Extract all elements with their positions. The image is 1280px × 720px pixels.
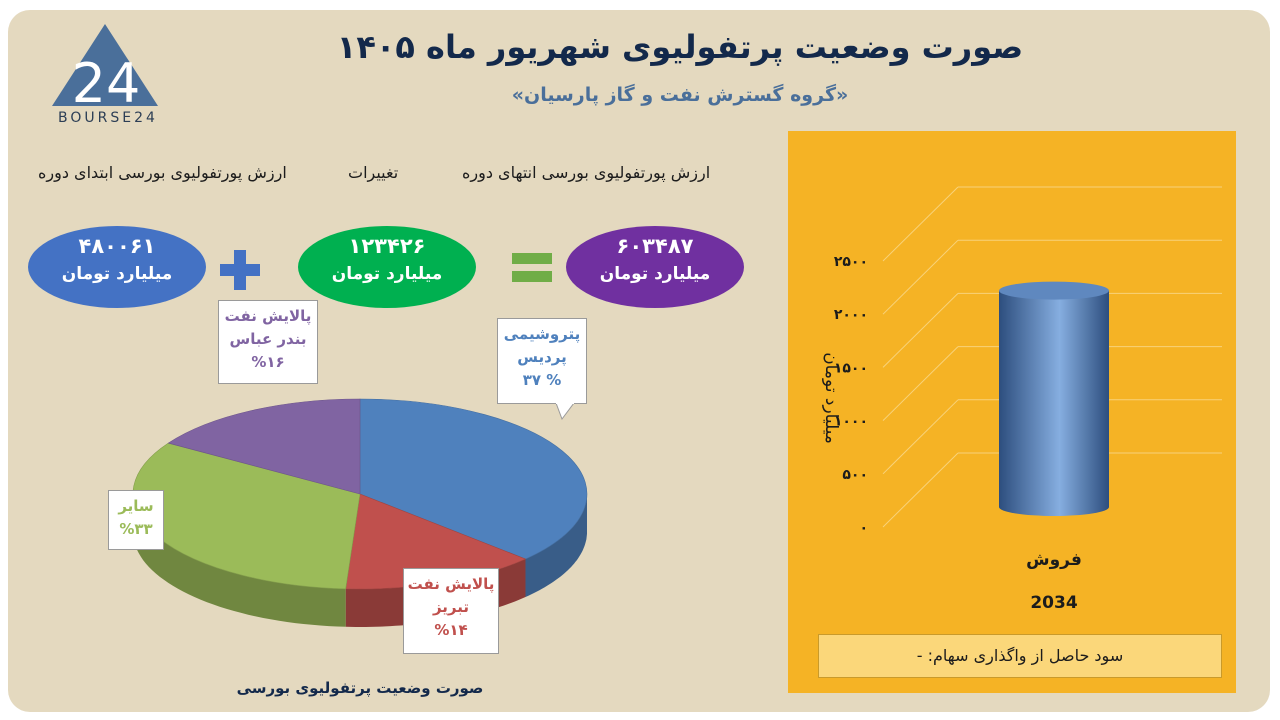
grid-line-diag-5: [882, 186, 959, 262]
page-subtitle: «گروه گسترش نفت و گاز پارسیان»: [511, 84, 849, 106]
y-axis-label: میلیارد تومان: [821, 352, 841, 444]
sales-bar-chart: ۰ ۵۰۰ ۱۰۰۰ ۱۵۰۰ ۲۰۰۰ ۲۵۰۰ میلیارد تومان فروش 203…: [821, 186, 1222, 613]
logo-triangle: [52, 24, 158, 106]
bar-value-label: 2034: [1030, 593, 1077, 613]
change-unit: میلیارد تومان: [331, 264, 443, 284]
x-category-label: فروش: [1026, 550, 1082, 570]
end-value: ۶۰۳۴۸۷: [616, 234, 694, 258]
change-value-oval: ۱۲۳۴۲۶ میلیارد تومان: [298, 226, 476, 308]
slice-label-bandar-abbas: پالایش نفت بندر عباس %۱۶: [218, 300, 318, 384]
logo-mark: 24: [72, 52, 141, 112]
end-unit: میلیارد تومان: [599, 264, 711, 284]
portfolio-pie-chart: [132, 398, 588, 627]
sales-bar: [999, 290, 1109, 516]
callout-pointer: [555, 403, 575, 421]
pie-chart-title: صورت وضعیت پرتفولیوی بورسی: [236, 679, 484, 697]
pie-slice-side-2: [133, 494, 346, 627]
pie-slice-3: [167, 398, 361, 495]
start-value: ۴۸۰۰۶۱: [78, 234, 156, 258]
slice-label-tabriz: پالایش نفت تبریز %۱۴: [403, 568, 499, 654]
start-value-label: ارزش پورتفولیوی بورسی ابتدای دوره: [38, 163, 287, 182]
change-value: ۱۲۳۴۲۶: [348, 234, 426, 258]
end-value-oval: ۶۰۳۴۸۷ میلیارد تومان: [566, 226, 744, 308]
sales-bar-top: [999, 281, 1109, 300]
grid-line-diag-1: [882, 399, 959, 475]
y-tick-label-1: ۵۰۰: [842, 467, 868, 483]
page-title: صورت وضعیت پرتفولیوی شهریور ماه ۱۴۰۵: [336, 28, 1024, 66]
grid-line-diag-4: [882, 239, 959, 315]
grid-line-diag-2: [882, 346, 959, 421]
start-value-oval: ۴۸۰۰۶۱ میلیارد تومان: [28, 226, 206, 308]
slice-label-petrochemical: پتروشیمی پردیس % ۳۷: [497, 318, 587, 404]
pie-slice-0: [359, 398, 588, 560]
equals-sign-icon: [512, 253, 552, 282]
grid-line-diag-3: [882, 293, 959, 368]
y-tick-label-2: ۱۰۰۰: [834, 414, 868, 430]
bourse24-logo: 24: [52, 24, 158, 112]
start-unit: میلیارد تومان: [61, 264, 173, 284]
sales-gain-box: سود حاصل از واگذاری سهام: -: [818, 634, 1222, 678]
y-tick-label-5: ۲۵۰۰: [834, 254, 868, 270]
change-label: تغییرات: [348, 163, 399, 182]
end-value-label: ارزش پورتفولیوی بورسی انتهای دوره: [462, 163, 711, 182]
y-tick-label-3: ۱۵۰۰: [834, 360, 868, 376]
y-tick-label-0: ۰: [859, 520, 868, 536]
y-tick-label-4: ۲۰۰۰: [834, 307, 868, 323]
pie-slice-side-0: [525, 494, 587, 597]
grid-line-diag-0: [882, 452, 959, 528]
slice-label-other: سایر %۳۳: [108, 490, 164, 550]
plus-sign-icon: [220, 250, 260, 290]
logo-brand-text: BOURSE24: [58, 110, 158, 126]
